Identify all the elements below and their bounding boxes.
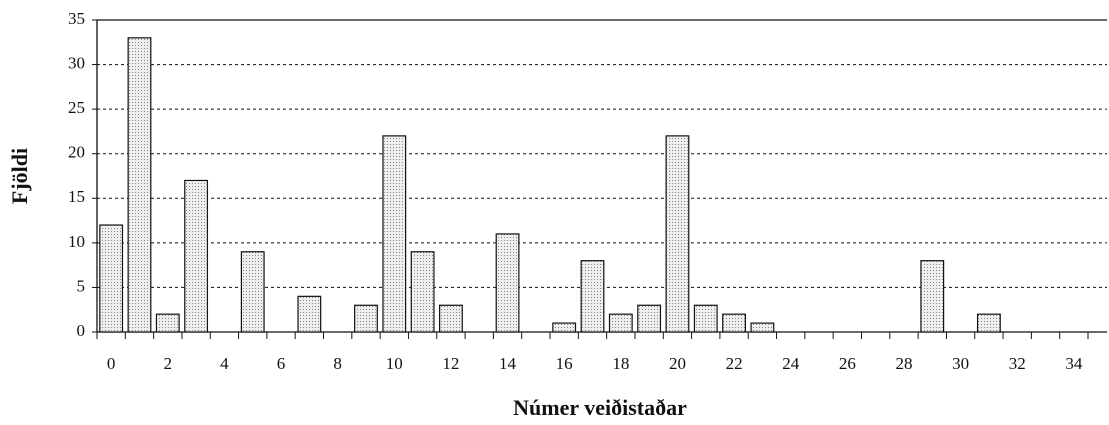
bar — [920, 260, 945, 333]
y-tick-label: 35 — [68, 9, 85, 28]
bar — [99, 224, 124, 333]
bar — [552, 322, 577, 333]
bar — [495, 233, 520, 333]
x-tick-label: 2 — [164, 354, 173, 373]
bar — [155, 313, 180, 333]
x-axis-title: Númer veiðistaðar — [513, 395, 687, 420]
y-tick-label: 15 — [68, 187, 85, 206]
x-tick-label: 30 — [952, 354, 969, 373]
x-tick-label: 32 — [1009, 354, 1026, 373]
x-tick-label: 12 — [442, 354, 459, 373]
y-tick-label: 30 — [68, 53, 85, 72]
bar — [722, 313, 746, 333]
bar — [184, 179, 209, 333]
x-tick-label: 26 — [839, 354, 856, 373]
y-tick-label: 10 — [68, 232, 85, 251]
bar — [693, 304, 718, 333]
bar — [382, 135, 407, 333]
y-axis-title: Fjöldi — [7, 148, 32, 204]
bar — [439, 304, 463, 333]
bar — [127, 37, 152, 333]
x-tick-label: 8 — [333, 354, 342, 373]
bar — [354, 304, 378, 333]
bar — [608, 313, 633, 333]
bar — [297, 295, 322, 333]
x-tick-label: 10 — [386, 354, 403, 373]
bar — [240, 251, 265, 333]
y-tick-label: 5 — [77, 276, 86, 295]
bar — [637, 304, 662, 333]
x-tick-label: 34 — [1065, 354, 1083, 373]
x-tick-label: 6 — [277, 354, 286, 373]
bar — [580, 260, 605, 333]
x-tick-label: 24 — [782, 354, 800, 373]
bar — [976, 313, 1001, 333]
x-tick-label: 20 — [669, 354, 686, 373]
y-tick-label: 20 — [68, 143, 85, 162]
bar — [750, 322, 775, 333]
bar — [665, 135, 690, 333]
y-tick-label: 25 — [68, 98, 85, 117]
x-tick-label: 14 — [499, 354, 517, 373]
x-tick-label: 18 — [612, 354, 629, 373]
x-tick-label: 16 — [556, 354, 573, 373]
bar — [410, 251, 435, 333]
y-tick-label: 0 — [77, 321, 86, 340]
x-tick-label: 4 — [220, 354, 229, 373]
x-tick-label: 0 — [107, 354, 116, 373]
x-tick-label: 28 — [895, 354, 912, 373]
x-tick-label: 22 — [726, 354, 743, 373]
